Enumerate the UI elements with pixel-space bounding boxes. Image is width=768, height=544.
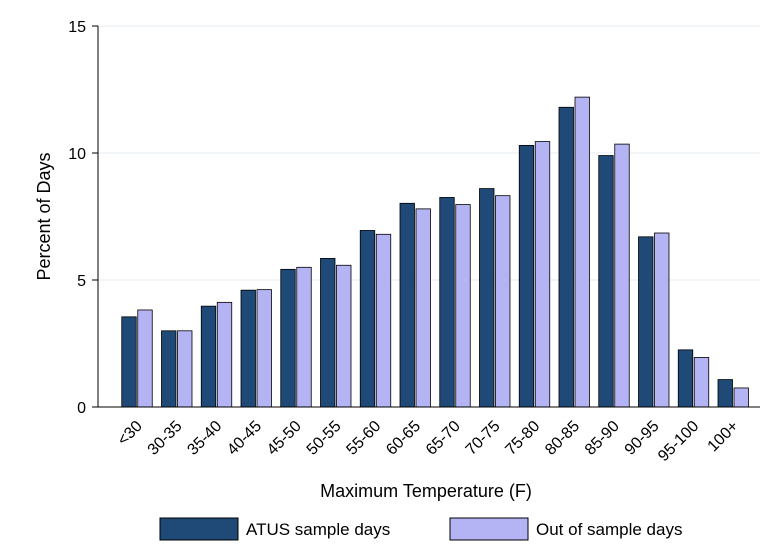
- bar-atus: [439, 197, 455, 408]
- bar-out-of-sample: [336, 264, 352, 408]
- bar-out-of-sample: [534, 141, 551, 408]
- bar-out-of-sample: [733, 387, 749, 408]
- bar-atus: [399, 202, 415, 408]
- bar-out-of-sample: [614, 143, 630, 408]
- legend: ATUS sample days Out of sample days: [159, 517, 682, 541]
- bar-out-of-sample: [137, 309, 153, 408]
- bar-out-of-sample: [693, 357, 710, 408]
- y-axis-ticks: 0 5 10 15: [68, 19, 98, 417]
- bar-atus: [638, 236, 654, 408]
- y-tick-label: 5: [77, 273, 86, 290]
- bar-out-of-sample: [455, 204, 471, 408]
- x-axis-title: Maximum Temperature (F): [320, 481, 532, 501]
- bar-out-of-sample: [375, 233, 392, 408]
- bar-atus: [717, 379, 733, 408]
- bar-atus: [161, 330, 177, 408]
- bar-out-of-sample: [216, 301, 233, 408]
- y-axis-title: Percent of Days: [34, 152, 54, 280]
- bar-atus: [200, 305, 217, 408]
- bar-atus: [479, 188, 495, 408]
- legend-label: Out of sample days: [536, 520, 682, 539]
- bar-out-of-sample: [495, 195, 511, 408]
- bar-atus: [240, 289, 256, 408]
- bar-out-of-sample: [296, 266, 312, 408]
- bar-out-of-sample: [256, 289, 272, 408]
- bars: [121, 96, 749, 408]
- legend-swatch: [449, 517, 529, 541]
- bar-atus: [677, 349, 694, 408]
- bar-atus: [518, 144, 535, 408]
- bar-out-of-sample: [415, 208, 431, 408]
- bar-atus: [558, 106, 574, 408]
- y-tick-label: 10: [68, 146, 86, 163]
- bar-atus: [280, 268, 296, 408]
- bar-atus: [598, 155, 614, 408]
- bar-atus: [121, 316, 137, 408]
- legend-label: ATUS sample days: [246, 520, 390, 539]
- bar-atus: [359, 230, 376, 408]
- y-tick-label: 0: [77, 400, 86, 417]
- bar-atus: [320, 258, 336, 408]
- legend-swatch: [159, 517, 239, 541]
- bar-out-of-sample: [177, 330, 193, 408]
- bar-out-of-sample: [574, 96, 590, 408]
- bar-out-of-sample: [654, 232, 670, 408]
- y-tick-label: 15: [68, 19, 86, 36]
